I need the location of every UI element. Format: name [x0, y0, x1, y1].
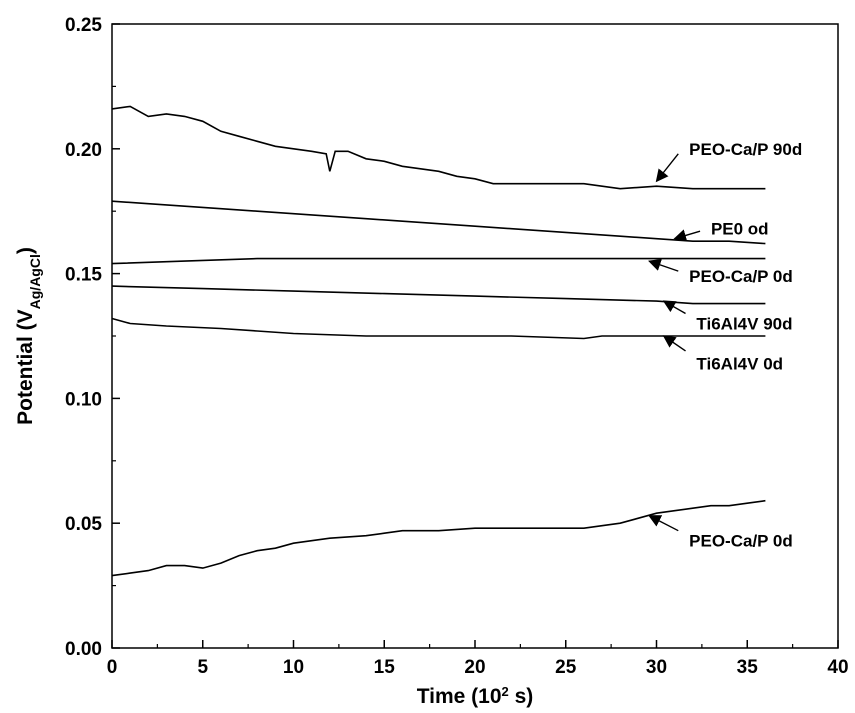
x-tick-label: 15 — [374, 657, 396, 678]
y-tick-label: 0.10 — [65, 389, 102, 410]
x-tick-label: 25 — [555, 657, 577, 678]
annotation-label-peo-cap-0d-lower: PEO-Ca/P 0d — [689, 532, 793, 551]
series-line-peo-cap-0d-lower — [111, 499, 766, 577]
x-tick-label: 40 — [827, 657, 848, 678]
x-tick-label: 10 — [283, 657, 304, 678]
y-tick-label: 0.25 — [65, 15, 102, 36]
series-line-peo-cap-90d — [111, 105, 766, 190]
x-tick-label: 30 — [646, 657, 667, 678]
annotation-arrow-peo-cap-90d — [655, 153, 679, 183]
y-tick-label: 0.20 — [65, 140, 102, 161]
y-tick-label: 0.05 — [65, 514, 102, 535]
annotation-arrow-peo-cap-0d-lower — [648, 515, 679, 532]
annotation-arrow-pe0-od — [673, 229, 701, 242]
annotation-arrow-ti6al4v-0d — [662, 335, 686, 352]
x-tick-label: 5 — [197, 657, 208, 678]
y-axis-title: Potential (VAg/AgCl) — [14, 247, 43, 425]
annotation-arrow-peo-cap-0d-upper — [648, 258, 679, 272]
x-tick-label: 35 — [737, 657, 759, 678]
x-tick-label: 20 — [464, 657, 485, 678]
x-tick-label: 0 — [107, 657, 118, 678]
annotation-label-pe0-od: PE0 od — [711, 220, 769, 239]
series-line-peo-cap-0d-upper — [111, 257, 766, 265]
annotation-arrow-ti6al4v-90d — [662, 300, 686, 315]
y-axis: 0.00 0.05 0.10 0.15 0.20 0.25 — [65, 15, 120, 660]
series-line-ti6al4v-90d — [111, 285, 766, 305]
annotation-label-peo-cap-90d: PEO-Ca/P 90d — [689, 140, 802, 159]
series-line-pe0-od — [111, 200, 766, 245]
annotation-layer: PEO-Ca/P 90d PE0 od PEO-Ca/P 0d Ti6Al4V 90d… — [648, 140, 802, 551]
series-line-ti6al4v-0d — [111, 317, 766, 340]
annotation-label-ti6al4v-0d: Ti6Al4V 0d — [696, 354, 783, 373]
annotation-label-peo-cap-0d-upper: PEO-Ca/P 0d — [689, 267, 793, 286]
x-axis-title: Time (102 s) — [417, 684, 534, 709]
series-layer — [111, 105, 766, 577]
y-tick-label: 0.15 — [65, 265, 102, 286]
x-axis: 0 5 10 15 20 25 30 35 40 — [107, 640, 849, 678]
y-tick-label: 0.00 — [65, 639, 102, 660]
annotation-label-ti6al4v-90d: Ti6Al4V 90d — [696, 315, 792, 334]
